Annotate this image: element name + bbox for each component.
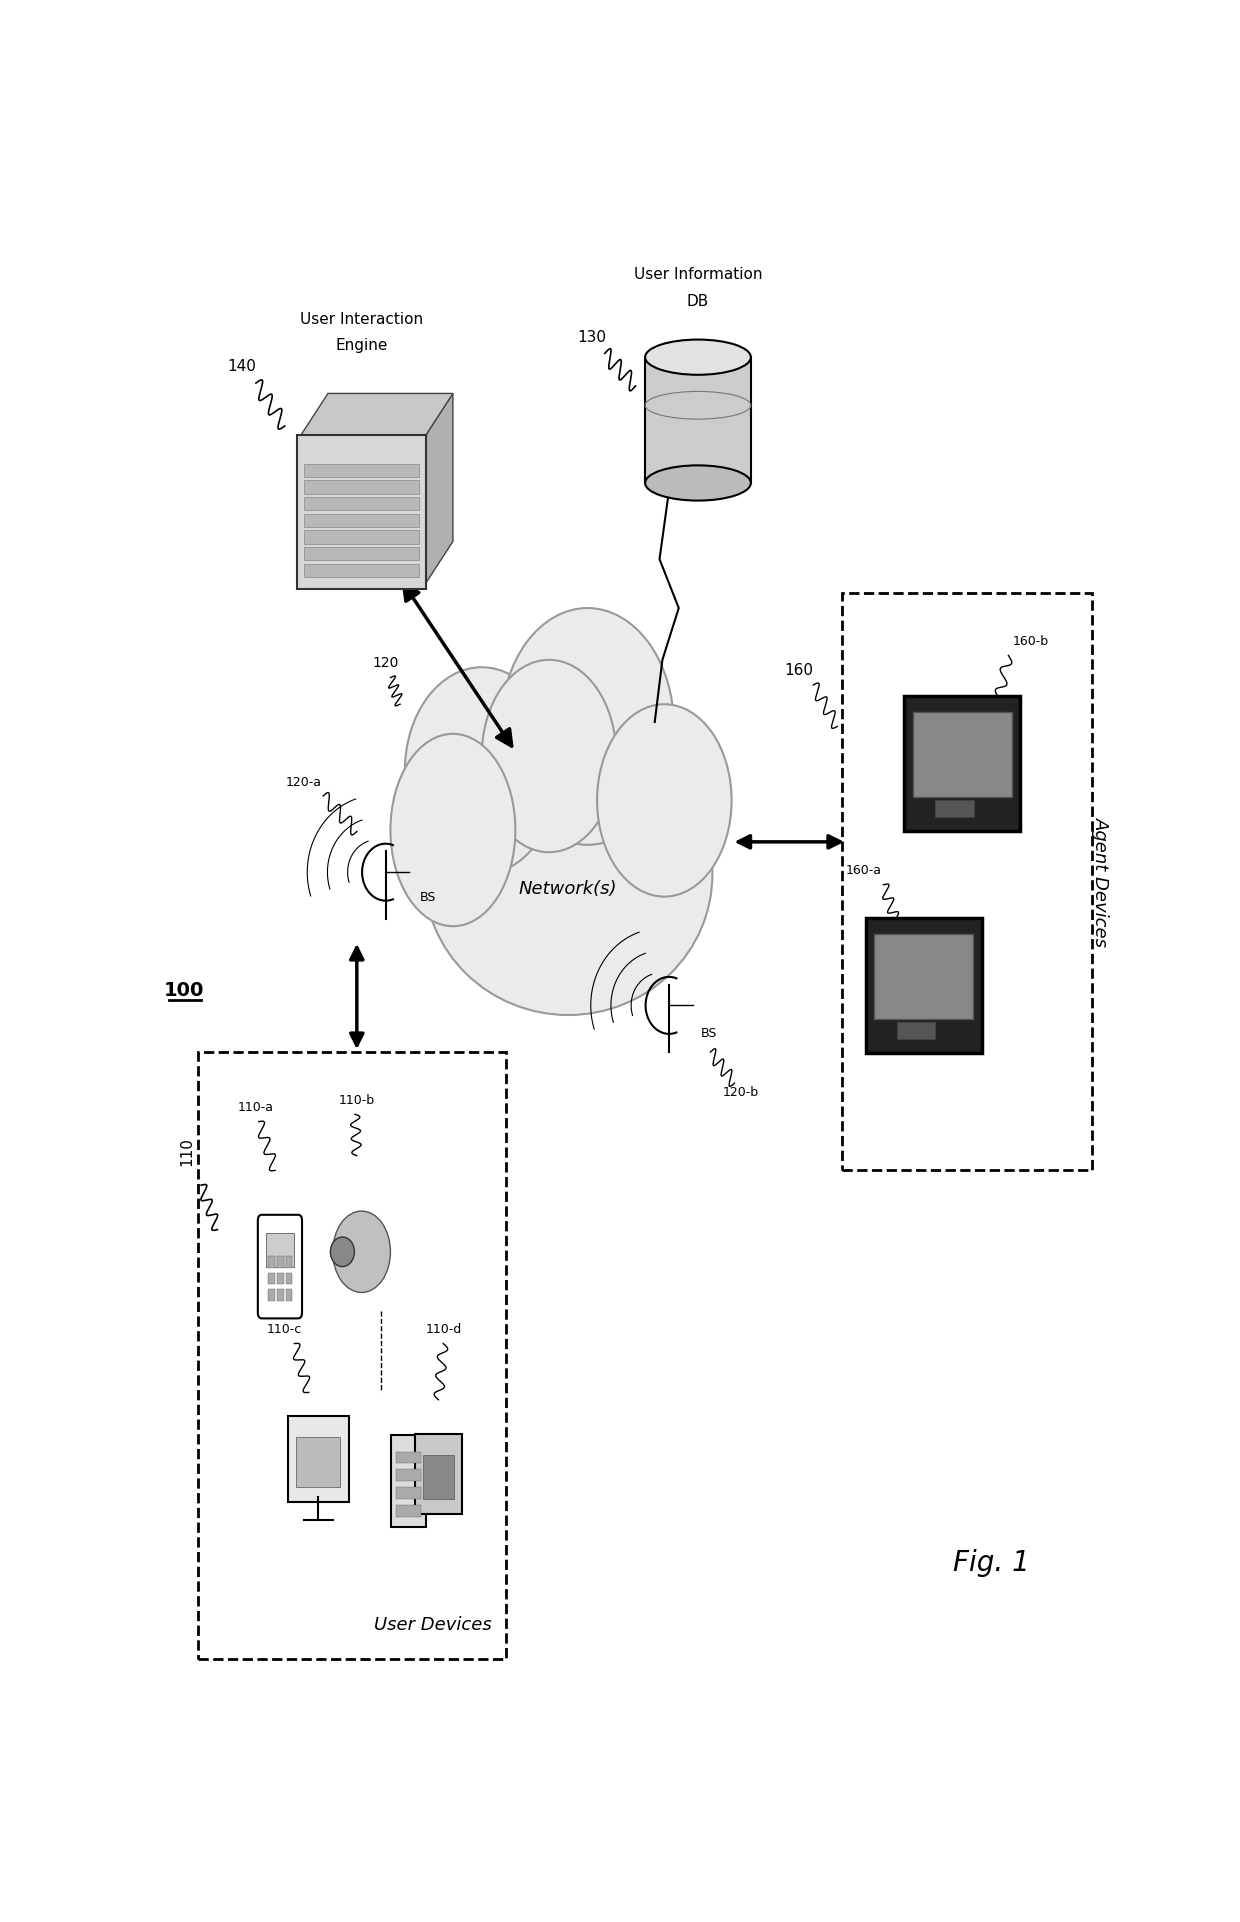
Bar	[285, 1257, 293, 1269]
Ellipse shape	[645, 465, 750, 500]
Bar	[277, 1257, 284, 1269]
Ellipse shape	[391, 734, 516, 926]
Bar	[285, 1290, 293, 1301]
Ellipse shape	[424, 734, 712, 1015]
Ellipse shape	[404, 667, 558, 875]
Text: 120-b: 120-b	[723, 1086, 759, 1099]
Polygon shape	[424, 394, 453, 586]
Bar	[268, 1257, 275, 1269]
Ellipse shape	[330, 1238, 355, 1267]
Bar	[423, 1455, 454, 1499]
Bar	[935, 800, 973, 817]
FancyBboxPatch shape	[288, 1417, 350, 1501]
Bar	[277, 1290, 284, 1301]
Bar	[645, 357, 750, 482]
Text: Fig. 1: Fig. 1	[952, 1549, 1029, 1576]
Text: 110-d: 110-d	[425, 1322, 461, 1336]
Text: 110-c: 110-c	[267, 1322, 303, 1336]
Text: DB: DB	[687, 294, 709, 309]
Text: BS: BS	[419, 892, 435, 903]
Text: 110-b: 110-b	[339, 1094, 374, 1107]
Text: BS: BS	[701, 1026, 717, 1040]
Bar	[268, 1290, 275, 1301]
Text: 160-a: 160-a	[846, 865, 882, 878]
FancyBboxPatch shape	[415, 1434, 461, 1515]
Bar	[397, 1451, 422, 1463]
Text: Network(s): Network(s)	[520, 880, 618, 898]
Text: 110: 110	[180, 1138, 195, 1167]
Bar	[285, 1272, 293, 1284]
Bar	[304, 548, 419, 561]
Bar	[304, 563, 419, 577]
Ellipse shape	[332, 1211, 391, 1292]
Ellipse shape	[501, 607, 675, 846]
Text: 160: 160	[785, 663, 813, 678]
Text: 120-a: 120-a	[286, 776, 322, 788]
FancyBboxPatch shape	[874, 934, 973, 1019]
Text: User Interaction: User Interaction	[300, 311, 423, 327]
Bar	[304, 480, 419, 494]
Text: 120: 120	[372, 655, 399, 671]
Text: 140: 140	[227, 359, 255, 375]
FancyBboxPatch shape	[913, 713, 1012, 798]
Ellipse shape	[598, 703, 732, 896]
Text: 110-a: 110-a	[238, 1101, 274, 1115]
Bar	[296, 1438, 341, 1488]
Bar	[397, 1505, 422, 1516]
Bar	[268, 1272, 275, 1284]
Bar	[304, 530, 419, 544]
Bar	[897, 1023, 935, 1040]
Text: 130: 130	[578, 331, 606, 344]
Ellipse shape	[645, 340, 750, 375]
Text: User Devices: User Devices	[373, 1616, 491, 1634]
Bar	[277, 1272, 284, 1284]
Polygon shape	[299, 394, 453, 438]
Bar	[265, 1232, 294, 1267]
Bar	[397, 1468, 422, 1482]
FancyBboxPatch shape	[904, 696, 1021, 830]
Text: Engine: Engine	[336, 338, 388, 354]
Bar	[397, 1488, 422, 1499]
Bar	[304, 513, 419, 527]
Text: Agent Devices: Agent Devices	[1092, 817, 1110, 948]
FancyBboxPatch shape	[298, 434, 427, 588]
FancyBboxPatch shape	[258, 1215, 303, 1318]
Bar	[304, 463, 419, 477]
FancyBboxPatch shape	[866, 919, 982, 1053]
Text: 100: 100	[164, 982, 205, 999]
Ellipse shape	[481, 659, 616, 851]
Bar	[304, 498, 419, 511]
Text: User Information: User Information	[634, 267, 763, 283]
Text: 160-b: 160-b	[1012, 634, 1048, 648]
FancyBboxPatch shape	[392, 1436, 427, 1528]
